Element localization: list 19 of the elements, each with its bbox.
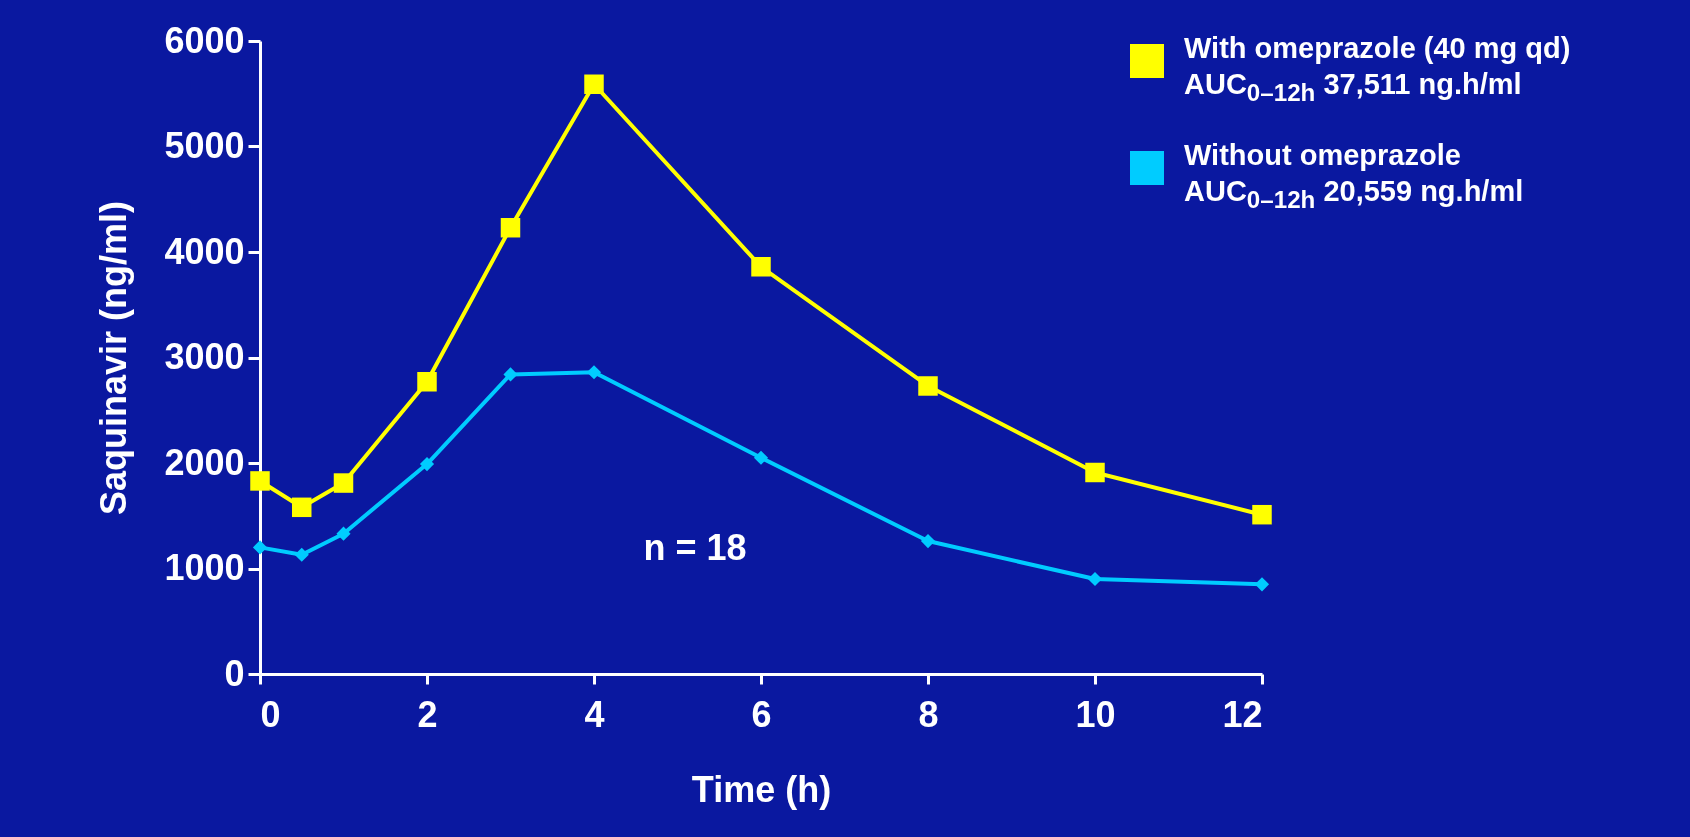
y-axis-title: Saquinavir (ng/ml) [93,200,135,516]
x-tick-label: 4 [584,693,605,735]
x-tick-label: 8 [918,693,939,735]
annotation: n = 18 [643,527,747,568]
x-tick-label: 12 [1222,693,1263,735]
legend-label: With omeprazole (40 mg qd) AUC$_{0–12h}$ 37,511 ng.h/ml [1184,31,1571,108]
y-tick-label: 6000 [164,19,245,61]
x-tick-label: 0 [260,693,281,735]
y-tick-label: 5000 [164,125,245,166]
y-tick-label: 4000 [164,230,245,272]
x-tick-label: 6 [751,693,772,735]
legend-label: Without omeprazole AUC$_{0–12h}$ 20,559 ng.h/ml [1184,137,1524,215]
x-axis-title: Time (h) [691,768,832,810]
x-tick-label: 2 [417,693,438,735]
y-tick-label: 0 [224,652,245,694]
y-tick-label: 3000 [164,336,245,377]
x-tick-label: 10 [1075,693,1116,735]
y-tick-label: 2000 [164,441,245,483]
y-tick-label: 1000 [164,547,245,588]
